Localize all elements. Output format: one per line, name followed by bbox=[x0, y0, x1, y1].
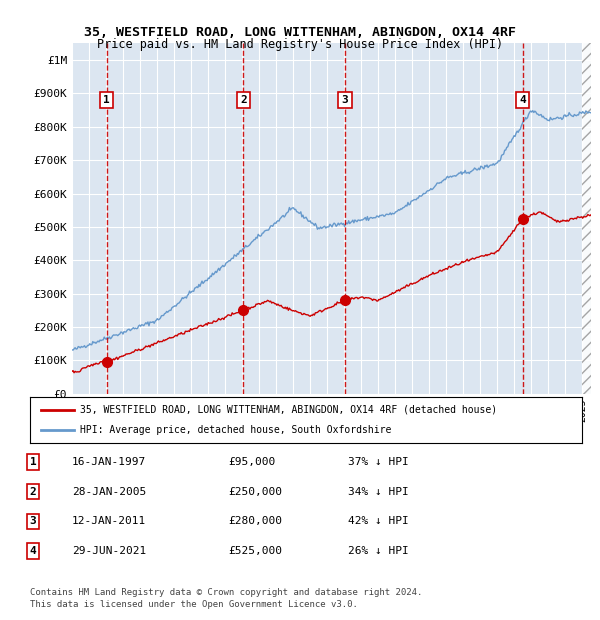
Text: 37% ↓ HPI: 37% ↓ HPI bbox=[348, 457, 409, 467]
Text: £280,000: £280,000 bbox=[228, 516, 282, 526]
Text: 4: 4 bbox=[29, 546, 37, 556]
Text: £250,000: £250,000 bbox=[228, 487, 282, 497]
Text: 3: 3 bbox=[341, 95, 349, 105]
Bar bbox=[583, 43, 591, 394]
Text: 2: 2 bbox=[240, 95, 247, 105]
Text: 4: 4 bbox=[520, 95, 526, 105]
Text: HPI: Average price, detached house, South Oxfordshire: HPI: Average price, detached house, Sout… bbox=[80, 425, 391, 435]
Text: 3: 3 bbox=[29, 516, 37, 526]
Text: 2: 2 bbox=[29, 487, 37, 497]
Text: 34% ↓ HPI: 34% ↓ HPI bbox=[348, 487, 409, 497]
Text: 1: 1 bbox=[29, 457, 37, 467]
Text: 35, WESTFIELD ROAD, LONG WITTENHAM, ABINGDON, OX14 4RF: 35, WESTFIELD ROAD, LONG WITTENHAM, ABIN… bbox=[84, 26, 516, 39]
Text: £95,000: £95,000 bbox=[228, 457, 275, 467]
Text: 29-JUN-2021: 29-JUN-2021 bbox=[72, 546, 146, 556]
Text: 35, WESTFIELD ROAD, LONG WITTENHAM, ABINGDON, OX14 4RF (detached house): 35, WESTFIELD ROAD, LONG WITTENHAM, ABIN… bbox=[80, 405, 497, 415]
Text: Price paid vs. HM Land Registry's House Price Index (HPI): Price paid vs. HM Land Registry's House … bbox=[97, 38, 503, 51]
Text: £525,000: £525,000 bbox=[228, 546, 282, 556]
Text: Contains HM Land Registry data © Crown copyright and database right 2024.: Contains HM Land Registry data © Crown c… bbox=[30, 588, 422, 596]
Text: 1: 1 bbox=[103, 95, 110, 105]
Text: 42% ↓ HPI: 42% ↓ HPI bbox=[348, 516, 409, 526]
Text: 28-JAN-2005: 28-JAN-2005 bbox=[72, 487, 146, 497]
Text: 26% ↓ HPI: 26% ↓ HPI bbox=[348, 546, 409, 556]
Text: 12-JAN-2011: 12-JAN-2011 bbox=[72, 516, 146, 526]
Text: 16-JAN-1997: 16-JAN-1997 bbox=[72, 457, 146, 467]
Text: This data is licensed under the Open Government Licence v3.0.: This data is licensed under the Open Gov… bbox=[30, 600, 358, 609]
